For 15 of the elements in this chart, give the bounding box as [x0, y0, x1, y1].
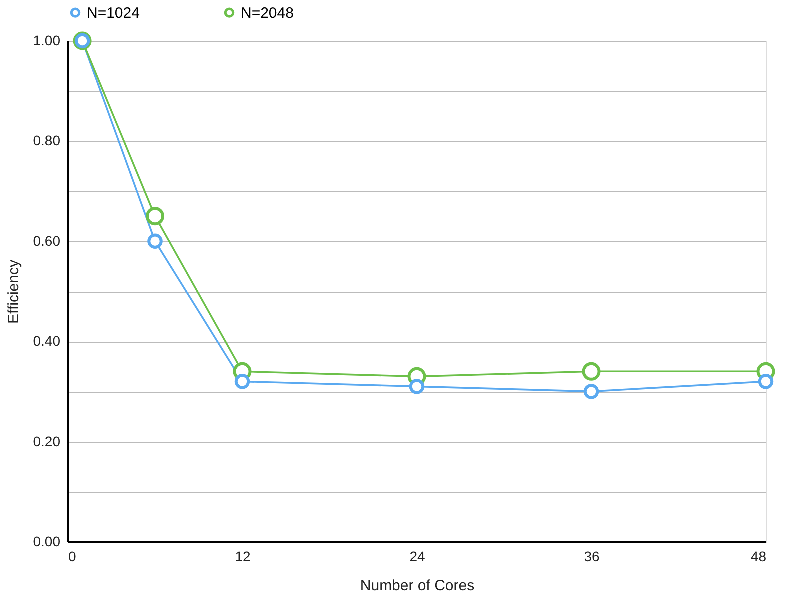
y-tick-label: 0.00 — [33, 534, 61, 550]
x-tick-label: 12 — [235, 548, 251, 564]
x-tick-label: 36 — [584, 548, 600, 564]
legend-label: N=1024 — [87, 4, 140, 22]
x-tick-label: 0 — [68, 548, 76, 564]
y-axis-title: Efficiency — [5, 260, 22, 324]
y-tick-label: 1.00 — [33, 32, 61, 48]
y-tick-label: 0.80 — [33, 132, 61, 149]
x-tick-label: 24 — [410, 548, 426, 564]
y-tick-label: 0.60 — [33, 232, 61, 249]
y-tick-label: 0.40 — [33, 333, 61, 350]
y-tick-label: 0.20 — [33, 433, 61, 450]
legend-label: N=2048 — [241, 4, 294, 22]
x-axis-title: Number of Cores — [360, 578, 475, 594]
x-tick-label: 48 — [750, 548, 767, 564]
